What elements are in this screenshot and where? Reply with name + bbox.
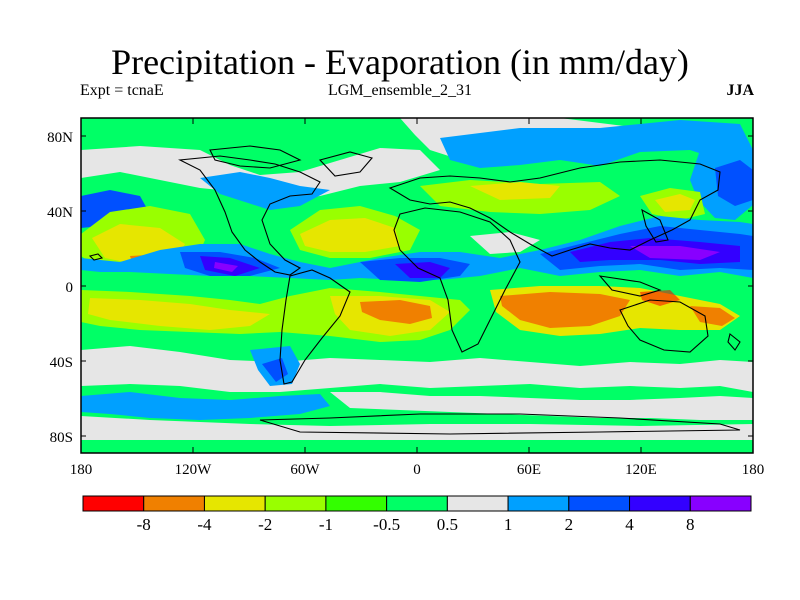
dry-region (470, 182, 560, 200)
blue-region (81, 392, 330, 420)
dry-region (640, 290, 680, 306)
grey-region (470, 232, 540, 254)
colorbar-label: -4 (197, 515, 212, 534)
colorbar-swatch (568, 495, 631, 512)
run-name-label: LGM_ensemble_2_31 (328, 82, 472, 99)
colorbar-label: 0.5 (437, 515, 458, 534)
colorbar-label: -2 (258, 515, 272, 534)
lat-label-40n: 40N (47, 205, 73, 221)
field-layer (81, 118, 753, 453)
tick-marks (80, 118, 754, 453)
map-title: Precipitation - Evaporation (in mm/day) (111, 42, 689, 82)
dry-region (655, 194, 695, 212)
blue-region (262, 358, 288, 382)
colorbar-label: -1 (319, 515, 333, 534)
colorbar-swatch (264, 495, 327, 512)
lon-label-60e: 60E (517, 462, 541, 478)
colorbar-swatch (325, 495, 388, 512)
colorbar-swatch (507, 495, 570, 512)
experiment-label: Expt = tcnaE (80, 82, 164, 99)
dry-region (300, 218, 400, 252)
blue-region (440, 120, 753, 168)
coastlines (88, 145, 741, 435)
dry-region (500, 292, 630, 328)
colorbar-swatch (629, 495, 691, 512)
lat-label-equator: 0 (66, 280, 74, 296)
colorbar-swatch (82, 495, 145, 512)
lon-label-180w: 180 (70, 462, 93, 478)
blue-region (715, 160, 753, 206)
colorbar-label: -0.5 (373, 515, 400, 534)
lon-label-0: 0 (413, 462, 421, 478)
grey-region (81, 146, 440, 200)
colorbar: -8 -4 -2 -1 -0.5 0.5 1 2 4 8 (82, 495, 752, 534)
lon-label-60w: 60W (290, 462, 320, 478)
colorbar-label: 4 (625, 515, 634, 534)
blue-region (200, 172, 330, 210)
lon-label-120e: 120E (625, 462, 657, 478)
grey-region (81, 416, 753, 440)
dry-region (88, 298, 270, 330)
dry-region (360, 300, 432, 324)
lat-label-80s: 80S (50, 430, 73, 446)
colorbar-label: 8 (686, 515, 695, 534)
lat-label-40s: 40S (50, 355, 73, 371)
colorbar-swatch (143, 495, 205, 512)
colorbar-label: 2 (565, 515, 574, 534)
colorbar-label: -8 (137, 515, 151, 534)
wet-region (630, 246, 720, 260)
wet-region (214, 262, 238, 272)
season-label: JJA (726, 82, 754, 99)
grey-region (81, 346, 753, 392)
lon-label-180e: 180 (742, 462, 765, 478)
colorbar-swatch (689, 495, 752, 512)
colorbar-swatch (386, 495, 448, 512)
colorbar-label: 1 (504, 515, 513, 534)
lat-label-80n: 80N (47, 130, 73, 146)
dry-region (690, 306, 735, 326)
grey-region (330, 392, 753, 420)
lon-label-120w: 120W (175, 462, 213, 478)
colorbar-swatch (203, 495, 266, 512)
colorbar-swatch (446, 495, 509, 512)
